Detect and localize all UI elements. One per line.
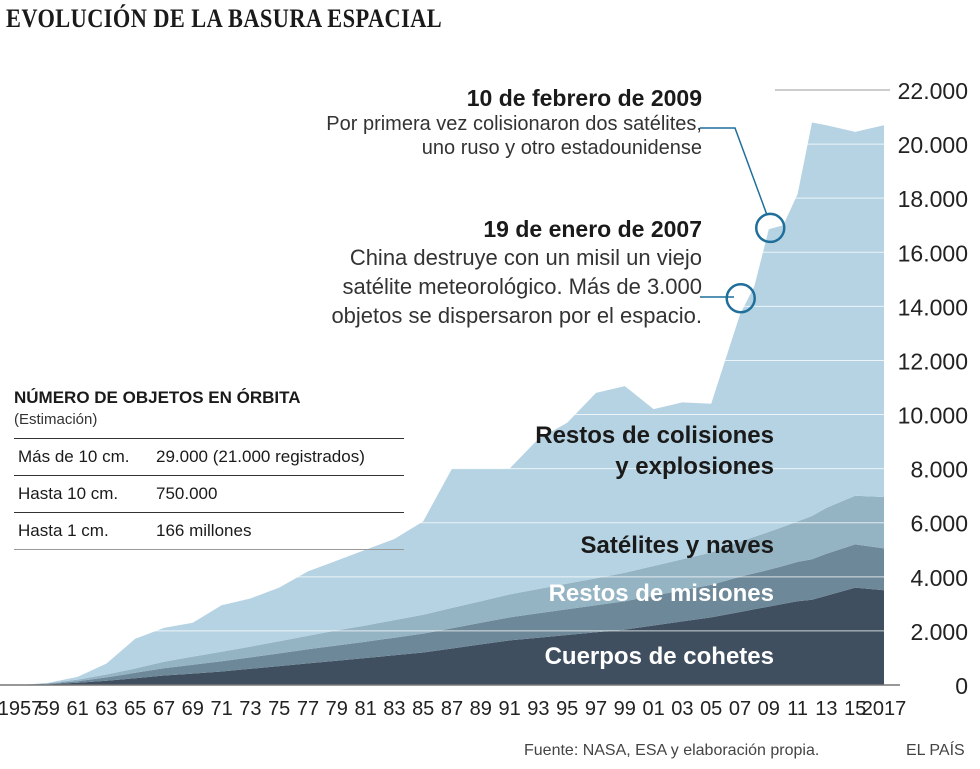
x-tick-label: 03 bbox=[671, 698, 693, 720]
x-tick-label: 93 bbox=[527, 698, 549, 720]
table-row-value: 750.000 bbox=[156, 484, 218, 503]
annotation-2007-date: 19 de enero de 2007 bbox=[483, 216, 702, 242]
table-row: Hasta 10 cm. 750.000 bbox=[14, 475, 404, 512]
x-tick-label: 63 bbox=[95, 698, 117, 720]
gridlines bbox=[0, 89, 900, 686]
x-tick-label: 89 bbox=[470, 698, 492, 720]
x-tick-label: 61 bbox=[66, 698, 88, 720]
x-tick-label: 09 bbox=[758, 698, 780, 720]
annotation-marker bbox=[725, 283, 756, 314]
y-tick-label: 8.000 bbox=[910, 457, 968, 483]
source-note: Fuente: NASA, ESA y elaboración propia. bbox=[524, 742, 820, 759]
x-tick-label: 69 bbox=[182, 698, 204, 720]
x-tick-label: 01 bbox=[642, 698, 664, 720]
table-row-value: 166 millones bbox=[156, 521, 252, 540]
x-tick-label: 13 bbox=[815, 698, 837, 720]
x-tick-label: 2017 bbox=[862, 698, 907, 720]
x-tick-label: 75 bbox=[268, 698, 290, 720]
y-tick-label: 0 bbox=[955, 673, 968, 699]
series-labels: Cuerpos de cohetes Restos de misiones Saté… bbox=[535, 422, 774, 670]
table-row: Hasta 1 cm. 166 millones bbox=[14, 512, 404, 550]
table-row-label: Más de 10 cm. bbox=[18, 447, 130, 466]
table-title: NÚMERO DE OBJETOS EN ÓRBITA bbox=[14, 388, 301, 407]
annotation-2009-line-1: Por primera vez colisionaron dos satélit… bbox=[326, 113, 702, 135]
annotation-2009-line-2: uno ruso y otro estadounidense bbox=[421, 137, 702, 159]
x-tick-label: 59 bbox=[38, 698, 60, 720]
x-tick-label: 83 bbox=[383, 698, 405, 720]
x-tick-label: 1957 bbox=[0, 698, 42, 720]
x-tick-label: 73 bbox=[239, 698, 261, 720]
x-tick-label: 07 bbox=[729, 698, 751, 720]
x-tick-label: 15 bbox=[844, 698, 866, 720]
objects-in-orbit-table: NÚMERO DE OBJETOS EN ÓRBITA (Estimación)… bbox=[14, 388, 404, 550]
y-tick-label: 22.000 bbox=[898, 78, 968, 104]
annotation-2007-line-3: objetos se dispersaron por el espacio. bbox=[331, 303, 702, 328]
y-tick-label: 6.000 bbox=[910, 511, 968, 537]
x-tick-label: 77 bbox=[297, 698, 319, 720]
y-axis-tick-labels: 0 2.000 4.000 6.000 8.000 10.000 12.000 14.000 1… bbox=[898, 78, 968, 699]
x-tick-label: 95 bbox=[556, 698, 578, 720]
stacked-areas bbox=[20, 122, 884, 685]
y-tick-label: 10.000 bbox=[898, 403, 968, 429]
annotation-marker bbox=[754, 212, 786, 244]
x-tick-label: 67 bbox=[153, 698, 175, 720]
x-tick-label: 91 bbox=[498, 698, 520, 720]
x-tick-label: 05 bbox=[700, 698, 722, 720]
table-subtitle: (Estimación) bbox=[14, 411, 98, 428]
y-tick-label: 4.000 bbox=[910, 565, 968, 591]
annotation-leader-line bbox=[700, 127, 768, 216]
series-area-1 bbox=[20, 544, 884, 685]
annotation-2007-line-2: satélite meteorológico. Más de 3.000 bbox=[342, 274, 702, 299]
series-label: Satélites y naves bbox=[581, 532, 774, 559]
annotation-callouts bbox=[700, 127, 786, 314]
x-tick-label: 79 bbox=[326, 698, 348, 720]
table-row-label: Hasta 1 cm. bbox=[18, 521, 109, 540]
x-tick-label: 71 bbox=[210, 698, 232, 720]
x-tick-label: 97 bbox=[585, 698, 607, 720]
series-label: Restos de colisiones bbox=[535, 422, 774, 449]
table-row-value: 29.000 (21.000 registrados) bbox=[156, 447, 365, 466]
x-tick-label: 11 bbox=[787, 698, 808, 720]
y-tick-label: 20.000 bbox=[898, 132, 968, 158]
x-tick-label: 85 bbox=[412, 698, 434, 720]
table-row-label: Hasta 10 cm. bbox=[18, 484, 119, 503]
series-area-0 bbox=[20, 587, 884, 685]
y-tick-label: 16.000 bbox=[898, 240, 968, 266]
series-label: y explosiones bbox=[615, 453, 774, 480]
annotation-2007: 19 de enero de 2007 China destruye con u… bbox=[142, 215, 702, 330]
brand-logo-text: EL PAÍS bbox=[906, 742, 965, 759]
table-row: Más de 10 cm. 29.000 (21.000 registrados… bbox=[14, 438, 404, 475]
series-label: Restos de misiones bbox=[549, 580, 774, 607]
y-tick-label: 14.000 bbox=[898, 294, 968, 320]
y-tick-label: 2.000 bbox=[910, 619, 968, 645]
series-label: Cuerpos de cohetes bbox=[545, 643, 774, 670]
x-tick-label: 81 bbox=[354, 698, 376, 720]
x-tick-label: 65 bbox=[124, 698, 146, 720]
x-tick-label: 99 bbox=[614, 698, 636, 720]
annotation-2009: 10 de febrero de 2009 Por primera vez co… bbox=[142, 84, 702, 160]
chart-title: EVOLUCIÓN DE LA BASURA ESPACIAL bbox=[6, 4, 443, 33]
y-tick-label: 18.000 bbox=[898, 186, 968, 212]
annotation-2007-line-1: China destruye con un misil un viejo bbox=[349, 245, 702, 270]
x-tick-label: 87 bbox=[441, 698, 463, 720]
annotation-2009-date: 10 de febrero de 2009 bbox=[466, 85, 702, 111]
series-area-3 bbox=[20, 122, 884, 685]
y-tick-label: 12.000 bbox=[898, 348, 968, 374]
